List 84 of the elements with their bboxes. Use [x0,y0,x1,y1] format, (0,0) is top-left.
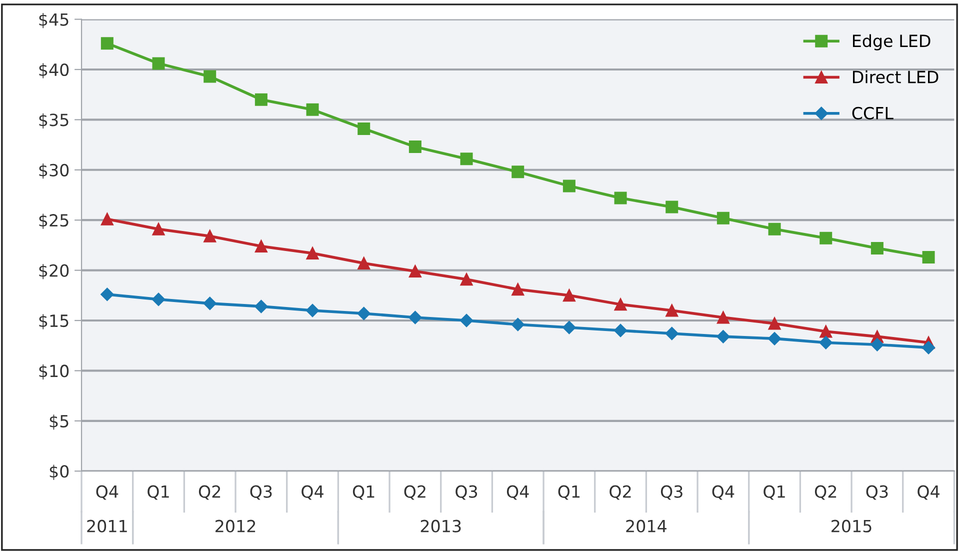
point [511,318,524,332]
point [768,317,781,330]
point [614,298,627,311]
y-tick-label: $45 [39,12,68,28]
text: 2011 [87,520,127,532]
point [152,222,165,236]
point [562,320,576,334]
point [768,332,782,346]
x-tick-label: Q3 [456,485,478,500]
text: 2012 [216,520,256,532]
point [819,336,832,350]
point [820,232,832,244]
x-tick-label: Q4 [302,485,324,500]
point [870,242,884,254]
point [203,296,216,310]
point [408,265,422,278]
point [204,230,216,242]
y-tick-label: $40 [39,63,69,78]
x-tick-label: Q3 [660,485,682,500]
point [870,338,884,352]
x-tick-label: Q2 [198,485,220,500]
x-tick-label: Q1 [764,485,785,500]
y-tick-label: $0 [50,464,69,480]
point [768,222,781,236]
text: 2015 [832,520,872,532]
point [100,212,114,226]
x-tick-label: Q4 [918,485,940,500]
point [460,314,474,328]
y-tick-label: $15 [39,314,68,330]
x-tick-label: Q4 [96,485,118,500]
point [716,311,730,324]
point [306,246,319,260]
legend-label: CCFL [852,106,894,120]
x-tick-label: Q2 [404,485,426,500]
point [562,180,576,192]
point [306,304,320,318]
point [152,292,166,306]
point [408,310,422,324]
x-tick-label: Q4 [506,485,529,500]
x-tick-label: Q4 [712,485,734,500]
x-tick-label: Q2 [814,485,836,500]
x-tick-label: Q3 [866,485,888,500]
y-tick-label: $5 [50,414,68,430]
legend-label: Edge LED [853,34,930,50]
point [460,152,473,166]
y-tick-label: $25 [39,214,68,229]
point [254,93,268,106]
point [716,212,730,224]
point [562,289,576,302]
legend-label: Direct LED [853,70,938,84]
x-tick-label: Q2 [610,485,631,500]
point [665,326,678,340]
x-tick-label: Q1 [352,485,374,500]
point [100,288,114,301]
point [666,200,678,214]
y-tick-label: $35 [39,113,68,128]
point [254,240,268,252]
point [358,257,370,270]
point [357,306,370,320]
point [306,103,319,116]
point [254,300,268,314]
y-tick-label: $10 [39,364,69,380]
point [358,122,370,135]
point [512,166,524,178]
y-tick-label: $30 [39,164,69,179]
point [716,330,730,344]
x-tick-label: Q1 [148,485,169,500]
point [100,37,114,50]
point [460,273,473,286]
point [204,70,216,83]
point [512,283,524,296]
point [408,140,422,154]
y-tick-label: $20 [39,264,69,280]
point [922,250,935,264]
point [614,324,628,338]
text: 2014 [626,520,666,532]
text: 2013 [420,520,461,532]
point [614,192,627,204]
x-tick-label: Q3 [250,485,272,500]
x-tick-label: Q1 [558,485,580,500]
point [922,341,936,354]
point [666,304,678,317]
point [152,57,165,70]
point [820,325,832,338]
